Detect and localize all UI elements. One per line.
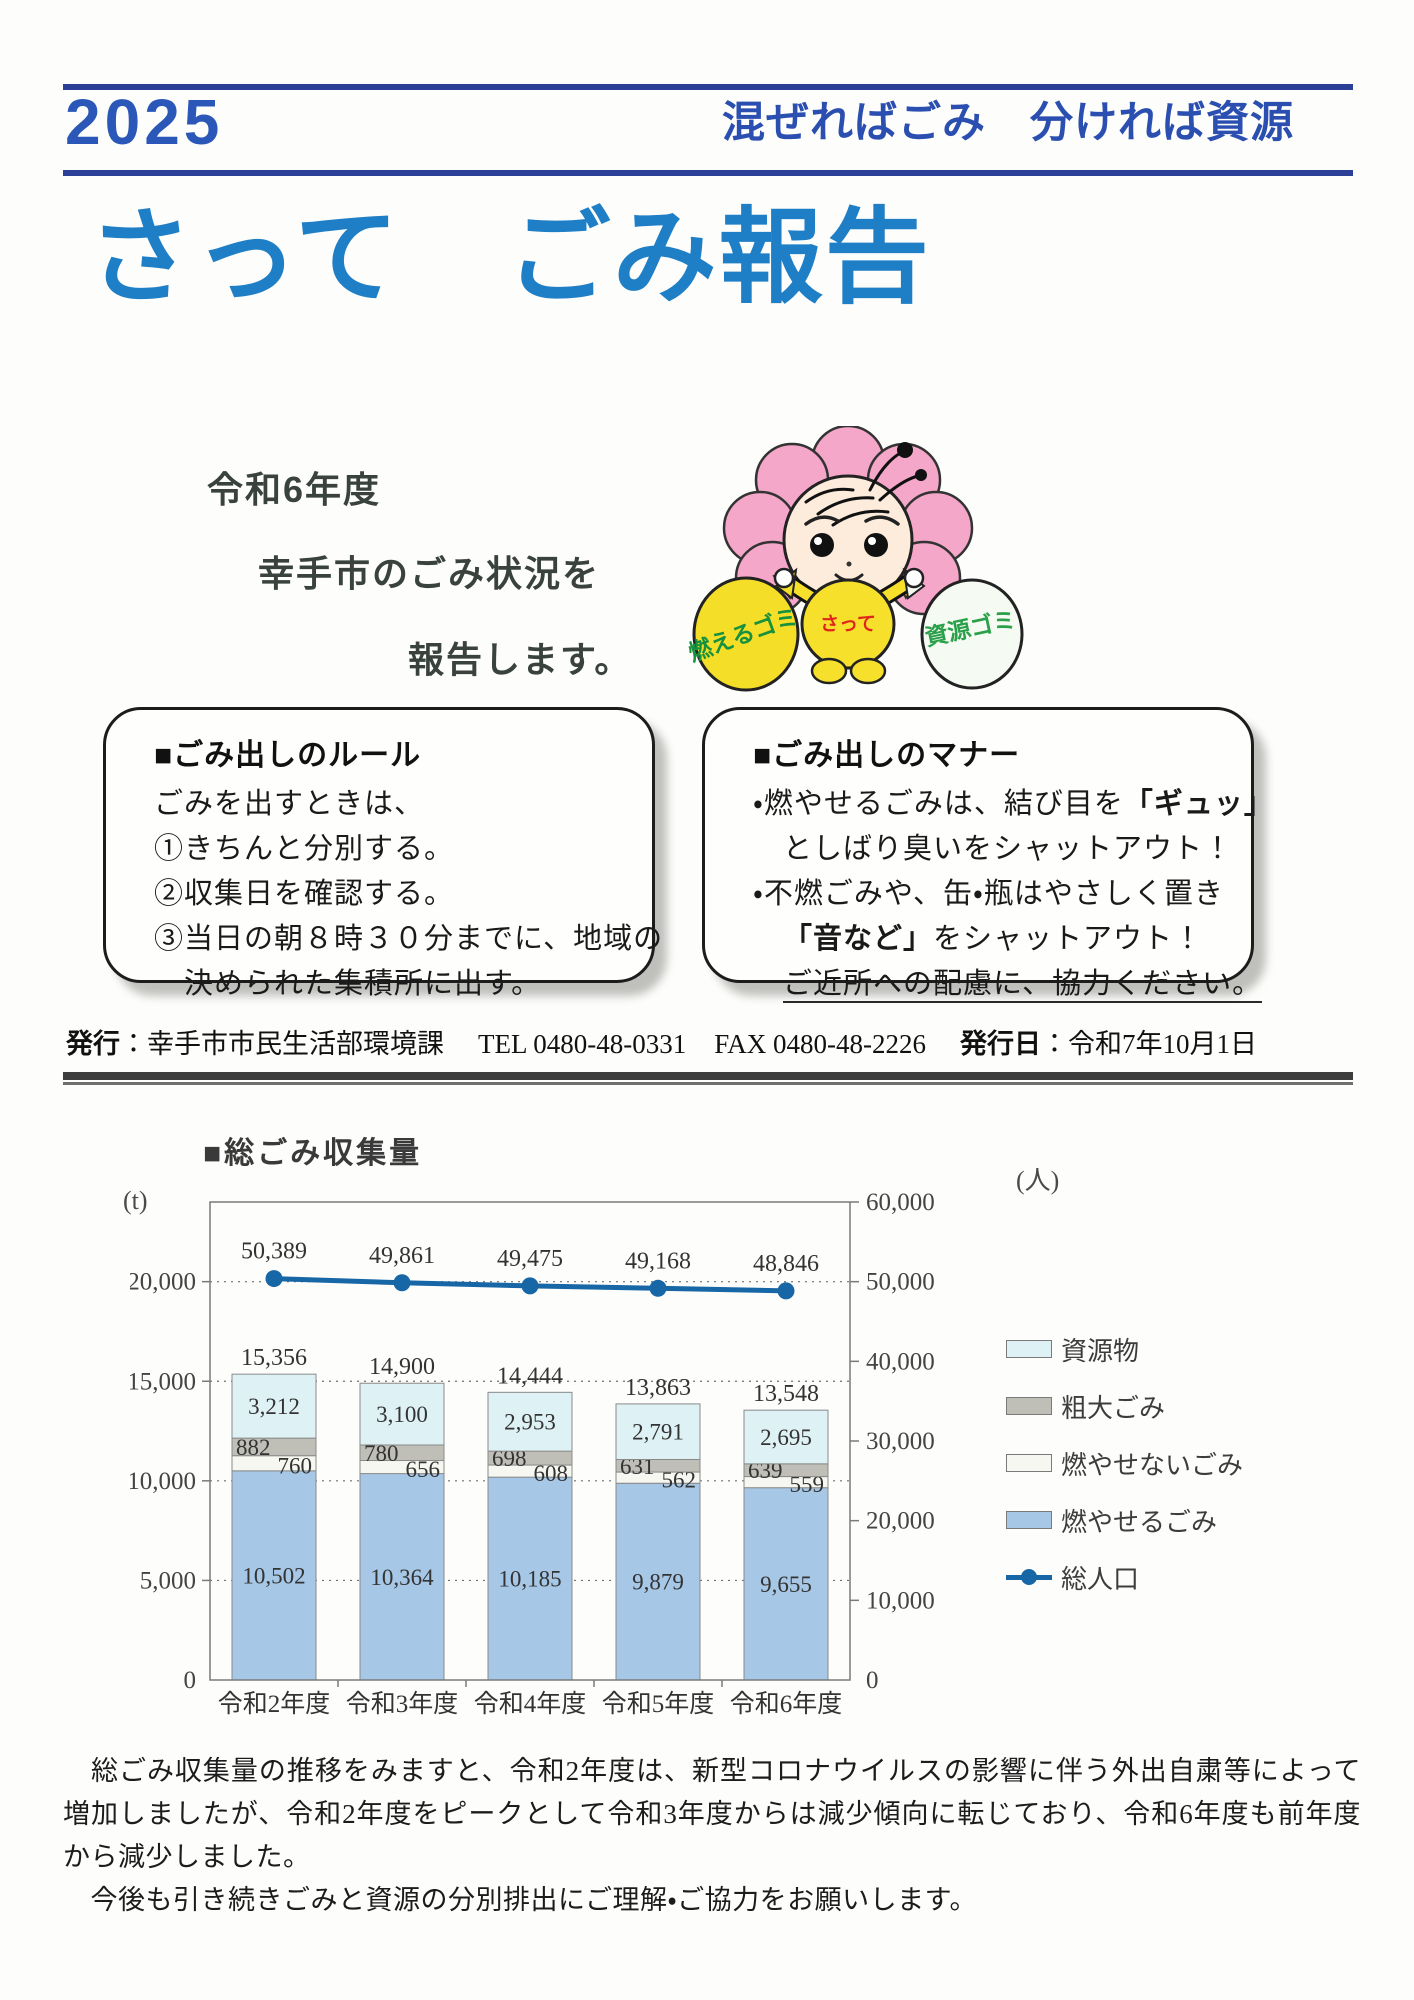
svg-text:15,356: 15,356	[241, 1345, 307, 1371]
mascot-chest-label: さって	[820, 613, 876, 635]
rules-line: ごみを出すときは、	[154, 788, 425, 820]
svg-text:40,000: 40,000	[866, 1348, 935, 1375]
svg-text:令和5年度: 令和5年度	[602, 1690, 715, 1718]
header-slogan: 混ぜればごみ 分ければ資源	[722, 99, 1294, 147]
svg-text:3,100: 3,100	[376, 1402, 428, 1427]
publisher-tel: TEL 0480-48-0331	[478, 1029, 687, 1059]
svg-text:760: 760	[278, 1453, 313, 1478]
chart-title: ■総ごみ収集量	[203, 1137, 423, 1170]
svg-text:10,364: 10,364	[370, 1565, 434, 1590]
svg-text:0: 0	[866, 1667, 879, 1694]
manners-box: ■ごみ出しのマナー ・燃やせるごみは、結び目を「ギュッ」 としばり臭いをシャット…	[702, 707, 1274, 1003]
svg-text:882: 882	[236, 1435, 271, 1460]
svg-text:49,475: 49,475	[497, 1246, 563, 1272]
publisher-line: 発行：幸手市市民生活部環境課 TEL 0480-48-0331 FAX 0480-4…	[66, 1029, 1257, 1059]
rules-line: ②収集日を確認する。	[154, 878, 455, 910]
legend-item-non-burnable: 燃やせないごみ	[1006, 1450, 1243, 1480]
header-bottom-rule	[63, 170, 1353, 176]
svg-text:50,000: 50,000	[866, 1269, 935, 1296]
rules-line: ①きちんと分別する。	[154, 833, 455, 865]
manners-line: ・燃やせるごみは、結び目を「ギュッ」	[753, 788, 1274, 820]
total-waste-chart: 10,5027608823,21215,356令和2年度10,364656780…	[130, 1189, 935, 1718]
svg-text:10,185: 10,185	[498, 1567, 561, 1592]
rules-line: ③当日の朝８時３０分までに、地域の	[154, 923, 664, 955]
svg-text:9,879: 9,879	[632, 1570, 684, 1595]
manners-line: としばり臭いをシャットアウト！	[783, 833, 1234, 865]
svg-text:20,000: 20,000	[130, 1269, 196, 1296]
svg-text:5,000: 5,000	[140, 1567, 196, 1594]
burnable-swatch-icon	[1006, 1511, 1052, 1529]
population-line-icon	[1006, 1568, 1052, 1586]
mascot-illustration: 燃えるゴミ 資源ゴミ さって	[688, 426, 1024, 692]
publisher-label: 発行	[66, 1029, 120, 1059]
svg-text:13,548: 13,548	[753, 1381, 819, 1407]
recyclable-bag-icon: 資源ゴミ	[902, 567, 1024, 690]
manners-line: ・不燃ごみや、缶・瓶はやさしく置き	[753, 878, 1224, 910]
svg-text:50,389: 50,389	[241, 1239, 307, 1265]
svg-text:20,000: 20,000	[866, 1508, 935, 1535]
rules-line: 決められた集積所に出す。	[184, 968, 542, 1000]
svg-text:48,846: 48,846	[753, 1251, 819, 1277]
legend-item-burnable: 燃やせるごみ	[1006, 1507, 1243, 1537]
svg-text:656: 656	[406, 1457, 441, 1482]
svg-text:令和3年度: 令和3年度	[346, 1690, 459, 1718]
intro-line-3: 報告します。	[408, 639, 633, 680]
manners-box-title: ■ごみ出しのマナー	[753, 739, 1021, 772]
svg-text:10,000: 10,000	[866, 1587, 935, 1614]
publisher-fax: FAX 0480-48-2226	[714, 1029, 926, 1059]
burnable-bag-icon: 燃えるゴミ	[688, 567, 801, 692]
svg-text:10,502: 10,502	[242, 1563, 305, 1588]
publish-date: 令和7年10月1日	[1067, 1029, 1257, 1059]
non-burnable-swatch-icon	[1006, 1454, 1052, 1472]
section-divider	[63, 1072, 1353, 1085]
summary-paragraph-2: 今後も引き続きごみと資源の分別排出にご理解・ご協力をお願いします。	[63, 1885, 977, 1915]
svg-text:令和4年度: 令和4年度	[474, 1690, 587, 1718]
rules-box: ■ごみ出しのルール ごみを出すときは、 ①きちんと分別する。 ②収集日を確認する…	[103, 707, 664, 1000]
summary-paragraph-1: 総ごみ収集量の推移をみますと、令和2年度は、新型コロナウイルスの影響に伴う外出自…	[63, 1756, 1361, 1872]
header-top-rule	[63, 84, 1353, 90]
summary-text: 総ごみ収集量の推移をみますと、令和2年度は、新型コロナウイルスの影響に伴う外出自…	[63, 1750, 1361, 1922]
intro-line-2: 幸手市のごみ状況を	[258, 553, 601, 594]
svg-text:60,000: 60,000	[866, 1189, 935, 1216]
svg-text:3,212: 3,212	[248, 1394, 300, 1419]
svg-text:14,444: 14,444	[497, 1363, 563, 1389]
intro-fiscal-year: 令和6年度	[207, 469, 382, 510]
svg-text:13,863: 13,863	[625, 1375, 691, 1401]
legend-item-population: 総人口	[1006, 1564, 1243, 1594]
hair-icon	[804, 450, 920, 527]
legend-item-bulky-waste: 粗大ごみ	[1006, 1393, 1243, 1423]
publisher-org: 幸手市市民生活部環境課	[147, 1029, 444, 1059]
svg-text:2,791: 2,791	[632, 1420, 684, 1445]
header-year: 2025	[65, 86, 224, 158]
svg-text:2,953: 2,953	[504, 1410, 556, 1435]
publish-date-label: 発行日	[959, 1029, 1041, 1059]
svg-text:49,861: 49,861	[369, 1243, 435, 1269]
page-title: さって ごみ報告	[88, 200, 931, 316]
legend-item-recyclables: 資源物	[1006, 1336, 1243, 1366]
left-axis-unit: (t)	[123, 1186, 148, 1215]
recyclables-swatch-icon	[1006, 1340, 1052, 1358]
svg-text:30,000: 30,000	[866, 1428, 935, 1455]
manners-line: 「音など」をシャットアウト！	[783, 923, 1204, 955]
svg-text:0: 0	[184, 1667, 197, 1694]
svg-text:49,168: 49,168	[625, 1248, 691, 1274]
svg-text:10,000: 10,000	[130, 1468, 196, 1495]
svg-text:15,000: 15,000	[130, 1368, 196, 1395]
manners-line-emphasis: ご近所への配慮に、協力ください。	[753, 962, 1263, 1007]
svg-text:令和2年度: 令和2年度	[218, 1690, 331, 1718]
bulky-waste-swatch-icon	[1006, 1397, 1052, 1415]
svg-text:9,655: 9,655	[760, 1572, 812, 1597]
chart-legend: 資源物 粗大ごみ 燃やせないごみ 燃やせるごみ 総人口	[1006, 1336, 1243, 1621]
svg-text:令和6年度: 令和6年度	[730, 1690, 843, 1718]
svg-text:2,695: 2,695	[760, 1425, 812, 1450]
rules-box-title: ■ごみ出しのルール	[154, 739, 422, 772]
svg-text:14,900: 14,900	[369, 1354, 435, 1380]
right-axis-unit: (人)	[1016, 1166, 1060, 1195]
